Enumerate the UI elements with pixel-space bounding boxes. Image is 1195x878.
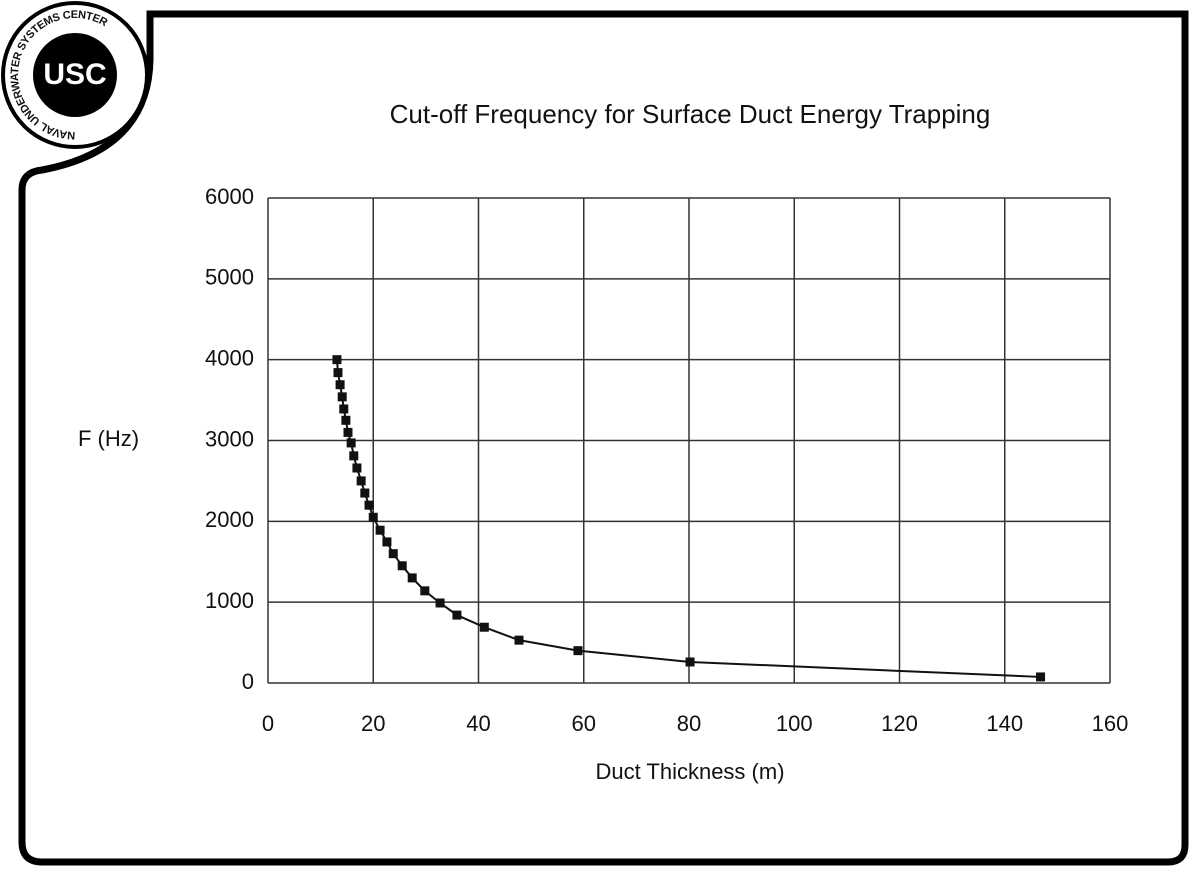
data-point <box>337 392 347 402</box>
x-tick-label: 120 <box>881 711 918 736</box>
data-point <box>397 561 407 571</box>
data-point <box>685 657 695 667</box>
data-point <box>420 586 430 596</box>
data-point <box>375 525 385 535</box>
x-tick-label: 60 <box>572 711 596 736</box>
data-point <box>332 355 342 365</box>
data-point <box>573 646 583 656</box>
y-tick-label: 1000 <box>205 588 254 613</box>
data-point <box>407 573 417 583</box>
x-tick-label: 160 <box>1092 711 1129 736</box>
data-point <box>333 368 343 378</box>
y-tick-label: 5000 <box>205 265 254 290</box>
data-point <box>452 610 462 620</box>
x-tick-label: 80 <box>677 711 701 736</box>
x-tick-label: 140 <box>986 711 1023 736</box>
data-point <box>346 438 356 448</box>
data-point <box>364 500 374 510</box>
data-point <box>514 635 524 645</box>
data-point <box>388 549 398 559</box>
y-tick-label: 3000 <box>205 426 254 451</box>
y-tick-label: 0 <box>242 669 254 694</box>
x-tick-label: 20 <box>361 711 385 736</box>
x-tick-label: 100 <box>776 711 813 736</box>
data-point <box>479 622 489 632</box>
data-point <box>435 598 445 608</box>
y-axis-label: F (Hz) <box>78 426 139 451</box>
data-point <box>341 415 351 425</box>
x-tick-label: 40 <box>466 711 490 736</box>
logo: NAVAL UNDERWATER SYSTEMS CENTER USC <box>1 1 149 149</box>
data-point <box>360 488 370 498</box>
chart-title: Cut-off Frequency for Surface Duct Energ… <box>390 99 991 129</box>
data-point <box>335 380 345 390</box>
data-point <box>339 404 349 414</box>
y-tick-label: 2000 <box>205 507 254 532</box>
y-tick-label: 4000 <box>205 345 254 370</box>
data-point <box>356 476 366 486</box>
data-point <box>382 537 392 547</box>
x-axis-label: Duct Thickness (m) <box>595 759 784 784</box>
data-point <box>368 512 378 522</box>
data-point <box>1036 672 1046 682</box>
logo-core <box>33 33 117 117</box>
data-point <box>343 427 353 437</box>
x-tick-label: 0 <box>262 711 274 736</box>
y-tick-label: 6000 <box>205 184 254 209</box>
data-point <box>352 463 362 473</box>
data-point <box>349 451 359 461</box>
logo-initials: USC <box>43 58 106 91</box>
